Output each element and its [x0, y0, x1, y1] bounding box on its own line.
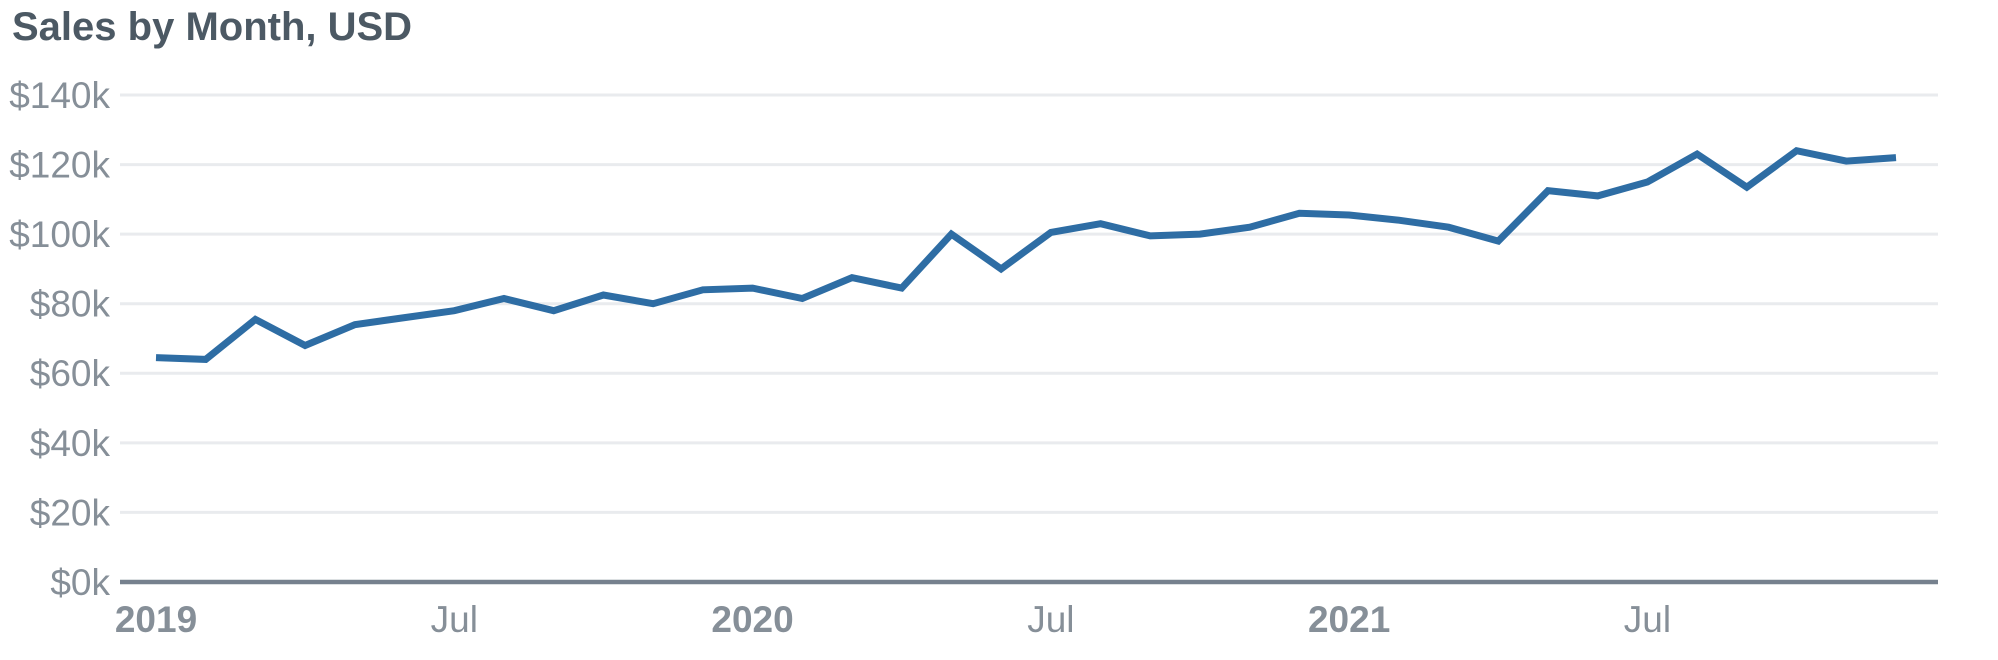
y-tick-label: $0k — [50, 562, 110, 603]
x-tick-label: Jul — [431, 599, 478, 640]
y-tick-label: $140k — [9, 75, 110, 116]
sales-line-series — [155, 146, 1897, 363]
y-tick-label: $60k — [30, 353, 111, 394]
y-tick-label: $100k — [9, 214, 110, 255]
x-tick-label: 2019 — [115, 599, 197, 640]
y-axis-labels: $0k $20k $40k $60k $80k $100k $120k $140k — [9, 75, 110, 603]
x-tick-label: 2020 — [711, 599, 793, 640]
x-tick-label: Jul — [1624, 599, 1671, 640]
y-tick-label: $40k — [30, 423, 111, 464]
gridlines — [120, 93, 1938, 585]
y-tick-label: $20k — [30, 492, 111, 533]
y-tick-label: $120k — [9, 145, 110, 186]
chart-title: Sales by Month, USD — [12, 5, 412, 49]
x-tick-label: Jul — [1027, 599, 1074, 640]
x-tick-label: 2021 — [1308, 599, 1390, 640]
x-axis-labels: 2019 Jul 2020 Jul 2021 Jul — [115, 599, 1671, 640]
y-tick-label: $80k — [30, 284, 111, 325]
